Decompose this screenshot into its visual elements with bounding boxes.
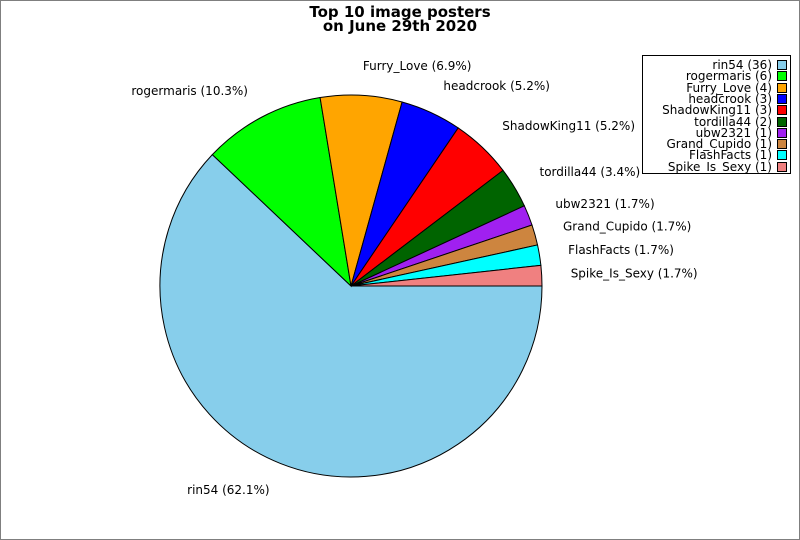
- legend-label: ubw2321 (1): [695, 125, 772, 140]
- legend-swatch: [777, 71, 787, 82]
- slice-label-tordilla44: tordilla44 (3.4%): [540, 165, 641, 179]
- pie-slice-spike-is-sexy: [350, 264, 543, 287]
- pie-slices: [159, 94, 543, 478]
- chart-legend: rin54 (36) rogermaris (6) Furry_Love (4) he…: [642, 55, 791, 174]
- legend-item-furry-love: Furry_Love (4): [686, 82, 787, 94]
- legend-swatch: [777, 105, 787, 116]
- slice-label-grand-cupido: Grand_Cupido (1.7%): [563, 220, 691, 234]
- legend-item-shadowking11: ShadowKing11 (3): [662, 104, 787, 116]
- legend-swatch: [777, 82, 787, 93]
- legend-swatch: [777, 60, 787, 70]
- legend-label: Spike_Is_Sexy (1): [667, 159, 772, 174]
- legend-label: headcrook (3): [688, 91, 772, 106]
- legend-label: FlashFacts (1): [689, 148, 772, 163]
- legend-swatch: [777, 116, 787, 127]
- legend-label: Grand_Cupido (1): [666, 137, 772, 152]
- legend-item-spike-is-sexy: Spike_Is_Sexy (1): [668, 161, 787, 173]
- slice-label-rogermaris: rogermaris (10.3%): [131, 84, 248, 98]
- legend-swatch: [777, 150, 787, 161]
- chart-title-line-2: on June 29th 2020: [322, 17, 478, 35]
- legend-item-rin54: rin54 (36): [712, 59, 787, 71]
- slice-label-rin54: rin54 (62.1%): [187, 483, 269, 497]
- slice-label-flashfacts: FlashFacts (1.7%): [568, 243, 674, 257]
- pie-labels: rin54 (62.1%) rogermaris (10.3%) Furry_Lov…: [131, 59, 697, 497]
- legend-label: ShadowKing11 (3): [662, 103, 772, 118]
- legend-swatch: [777, 161, 787, 172]
- legend-swatch: [777, 93, 787, 104]
- pie-slice-rogermaris: [211, 96, 352, 288]
- legend-item-headcrook: headcrook (3): [688, 93, 787, 105]
- chart-title-line-1: Top 10 image posters: [309, 3, 491, 21]
- legend-swatch: [777, 127, 787, 138]
- legend-item-ubw2321: ubw2321 (1): [696, 127, 787, 139]
- legend-item-grand-cupido: Grand_Cupido (1): [666, 138, 787, 150]
- legend-label: Furry_Love (4): [686, 80, 772, 95]
- legend-swatch: [777, 139, 787, 150]
- slice-label-headcrook: headcrook (5.2%): [443, 79, 550, 93]
- slice-label-furry-love: Furry_Love (6.9%): [363, 59, 472, 73]
- slice-label-shadowking11: ShadowKing11 (5.2%): [502, 119, 635, 133]
- legend-item-flashfacts: FlashFacts (1): [689, 149, 787, 161]
- legend-label: rin54 (36): [712, 58, 772, 72]
- legend-label: tordilla44 (2): [694, 114, 772, 129]
- legend-label: rogermaris (6): [685, 69, 772, 84]
- legend-item-rogermaris: rogermaris (6): [686, 70, 787, 82]
- pie-slice-rin54: [159, 153, 543, 478]
- slice-label-spike-is-sexy: Spike_Is_Sexy (1.7%): [571, 267, 698, 281]
- legend-item-tordilla44: tordilla44 (2): [694, 116, 787, 128]
- slice-label-ubw2321: ubw2321 (1.7%): [555, 197, 654, 211]
